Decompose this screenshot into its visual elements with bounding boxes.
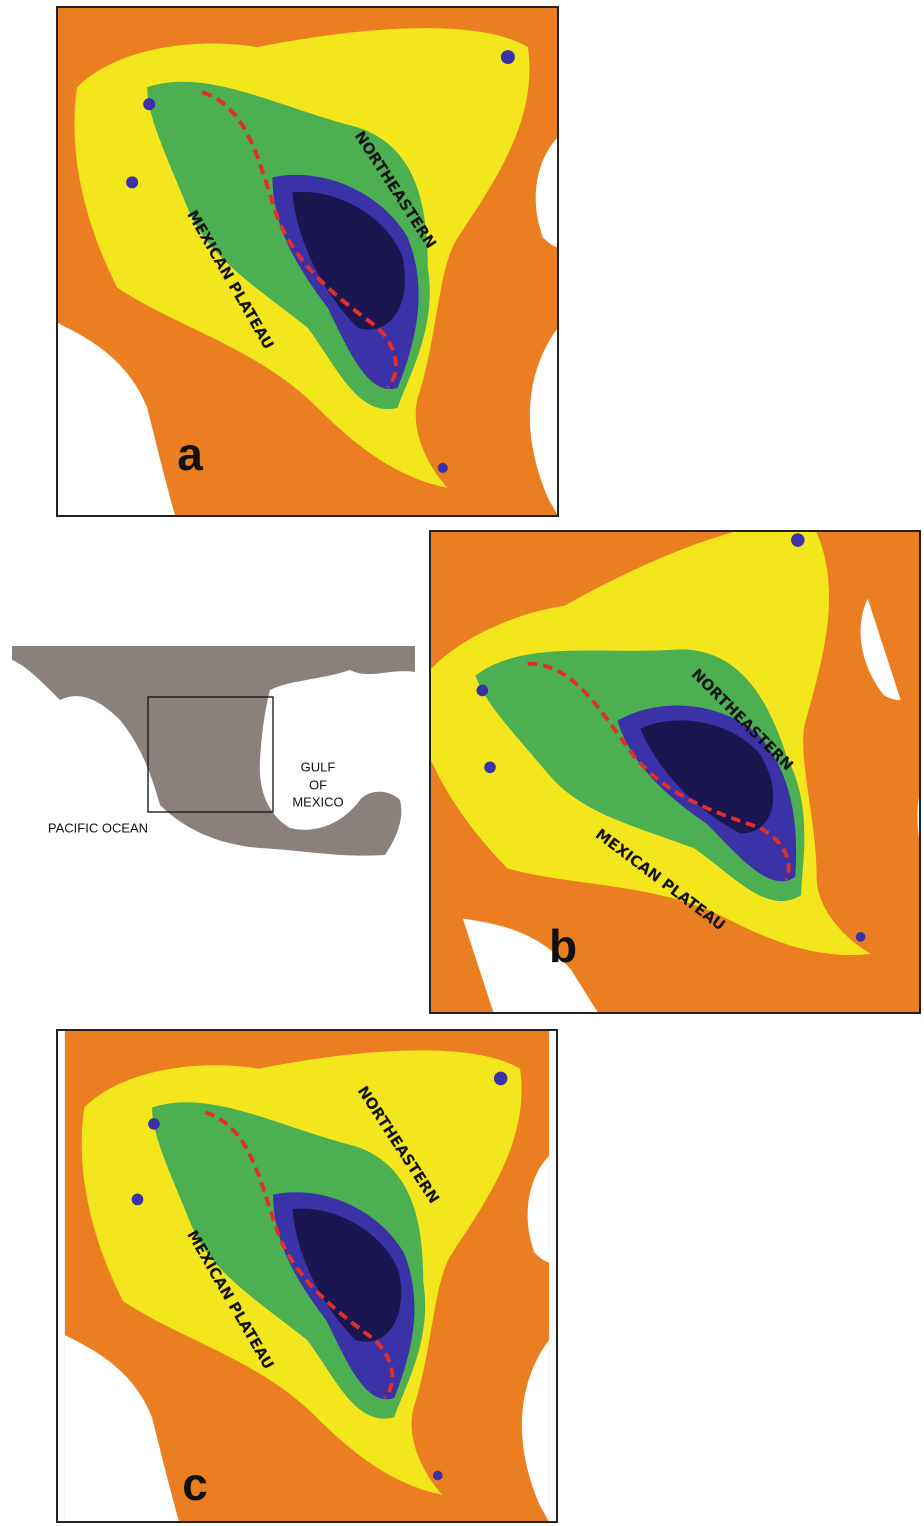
gulf-label: GULF <box>301 759 336 774</box>
panel-c: NORTHEASTERN MEXICAN PLATEAU c <box>57 1030 557 1522</box>
panel-letter: c <box>182 1458 208 1510</box>
gulf-label: MEXICO <box>292 794 343 809</box>
panel-letter: a <box>177 428 203 480</box>
panel-letter: b <box>549 920 577 972</box>
panel-a: NORTHEASTERN MEXICAN PLATEAU a <box>57 7 558 516</box>
panel-b: NORTHEASTERN MEXICAN PLATEAU b <box>369 479 924 1096</box>
inset-map: GULF OF MEXICO PACIFIC OCEAN <box>12 646 415 856</box>
gulf-label: OF <box>309 777 327 792</box>
ocean-label: PACIFIC OCEAN <box>48 820 148 835</box>
figure: NORTHEASTERN MEXICAN PLATEAU a GULF OF M… <box>0 0 924 1526</box>
